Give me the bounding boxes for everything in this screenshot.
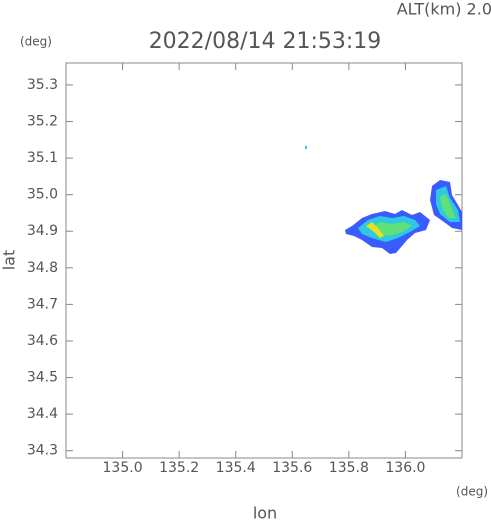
x-tick-label: 135.4 <box>216 460 256 476</box>
x-tick-label: 135.0 <box>103 460 143 476</box>
x-tick-label: 135.2 <box>159 460 199 476</box>
x-tick-label: 135.8 <box>329 460 369 476</box>
plot-frame <box>65 62 463 459</box>
y-tick-label: 34.7 <box>27 296 58 312</box>
y-tick-label: 35.2 <box>27 114 58 130</box>
x-label: lon <box>253 504 277 522</box>
y-label: lat <box>0 250 19 271</box>
y-tick-label: 34.6 <box>27 333 58 349</box>
y-tick-label: 34.5 <box>27 370 58 386</box>
y-tick-label: 34.3 <box>27 443 58 459</box>
y-tick-label: 34.8 <box>27 260 58 276</box>
x-unit: (deg) <box>456 485 488 499</box>
chart-title: 2022/08/14 21:53:19 <box>149 29 382 54</box>
y-unit: (deg) <box>20 35 52 49</box>
y-tick-label: 35.1 <box>27 150 58 166</box>
y-tick-label: 34.4 <box>27 406 58 422</box>
x-tick-label: 135.6 <box>272 460 312 476</box>
y-tick-label: 35.3 <box>27 77 58 93</box>
y-tick-label: 34.9 <box>27 223 58 239</box>
x-tick-label: 136.0 <box>385 460 425 476</box>
radar-echo <box>305 146 462 254</box>
altitude-label: ALT(km) 2.0 <box>397 0 491 19</box>
y-tick-label: 35.0 <box>27 187 58 203</box>
